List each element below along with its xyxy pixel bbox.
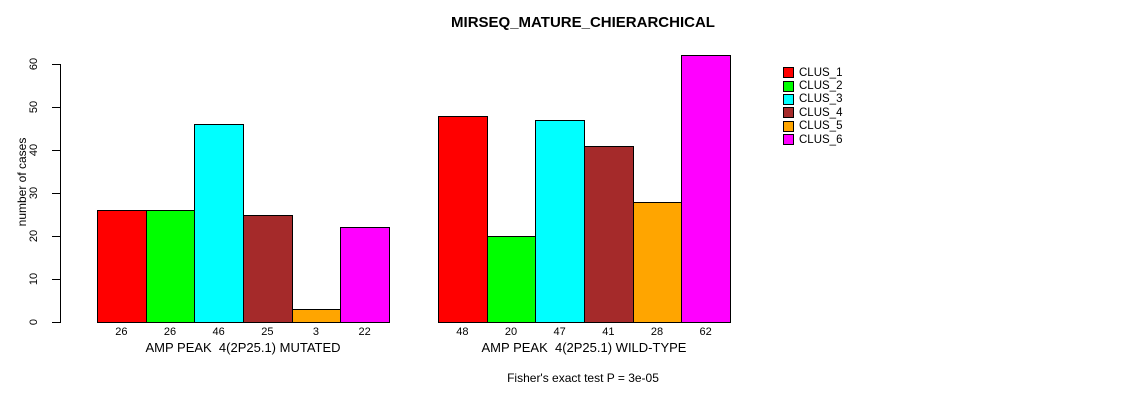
y-tick-mark xyxy=(52,236,60,237)
bar-value-label: 20 xyxy=(504,326,518,338)
bar-value-label: 22 xyxy=(358,326,371,338)
legend-swatch-icon xyxy=(783,93,794,105)
bar-value-label: 48 xyxy=(456,326,469,338)
bar-clus_6-group2 xyxy=(681,55,731,323)
legend-item-clus_6: CLUS_6 xyxy=(783,133,842,146)
x-group-label-mutated: AMP PEAK 4(2P25.1) MUTATED xyxy=(145,340,341,355)
legend: CLUS_1 CLUS_2 CLUS_3 CLUS_4 CLUS_5 CLUS_6 xyxy=(783,66,842,146)
fisher-test-annotation: Fisher's exact test P = 3e-05 xyxy=(507,371,659,385)
legend-swatch-icon xyxy=(783,107,794,119)
legend-label: CLUS_1 xyxy=(799,66,843,79)
bar-value-label: 46 xyxy=(212,326,225,338)
x-group-label-wildtype: AMP PEAK 4(2P25.1) WILD-TYPE xyxy=(481,340,687,355)
bar-value-label: 47 xyxy=(553,326,566,338)
bar-clus_1-group2 xyxy=(438,115,488,323)
bar-clus_5-group2 xyxy=(632,201,683,323)
y-tick-label: 20 xyxy=(28,229,40,243)
bar-clus_4-group2 xyxy=(584,145,634,323)
y-tick-mark xyxy=(52,150,60,151)
y-tick-label: 60 xyxy=(28,57,40,71)
chart-title: MIRSEQ_MATURE_CHIERARCHICAL xyxy=(451,14,715,31)
legend-swatch-icon xyxy=(783,120,794,132)
legend-label: CLUS_6 xyxy=(799,133,843,146)
bar-value-label: 26 xyxy=(115,326,128,338)
bar-clus_3-group2 xyxy=(535,119,585,323)
y-tick-mark xyxy=(52,279,60,280)
legend-item-clus_3: CLUS_3 xyxy=(783,93,842,106)
legend-label: CLUS_3 xyxy=(799,93,843,106)
legend-swatch-icon xyxy=(783,134,794,146)
legend-item-clus_5: CLUS_5 xyxy=(783,120,842,133)
legend-swatch-icon xyxy=(783,67,794,79)
y-tick-mark xyxy=(52,193,60,194)
bar-value-label: 3 xyxy=(312,326,320,338)
bar-clus_1-group1 xyxy=(97,210,147,323)
bar-value-label: 25 xyxy=(261,326,274,338)
bar-clus_6-group1 xyxy=(340,227,390,323)
y-tick-mark xyxy=(52,107,60,108)
legend-swatch-icon xyxy=(783,80,794,92)
bar-value-label: 41 xyxy=(602,326,615,338)
bar-clus_2-group1 xyxy=(145,210,196,323)
y-tick-label: 50 xyxy=(28,100,40,114)
legend-label: CLUS_4 xyxy=(799,106,843,119)
legend-label: CLUS_2 xyxy=(799,80,843,93)
legend-item-clus_1: CLUS_1 xyxy=(783,66,842,79)
bar-value-label: 62 xyxy=(699,326,712,338)
y-axis-label: number of cases xyxy=(15,137,29,227)
legend-label: CLUS_5 xyxy=(799,120,843,133)
bar-clus_4-group1 xyxy=(243,214,293,323)
y-tick-label: 40 xyxy=(28,143,40,157)
bar-clus_2-group2 xyxy=(486,236,537,323)
legend-item-clus_4: CLUS_4 xyxy=(783,106,842,119)
bar-value-label: 26 xyxy=(163,326,177,338)
y-tick-label: 10 xyxy=(28,272,40,286)
y-axis-line xyxy=(60,64,61,323)
y-tick-mark xyxy=(52,322,60,323)
bar-clus_5-group1 xyxy=(291,309,342,323)
legend-item-clus_2: CLUS_2 xyxy=(783,79,842,92)
bar-clus_3-group1 xyxy=(194,124,244,323)
bar-value-label: 28 xyxy=(650,326,664,338)
y-tick-label: 0 xyxy=(28,318,40,326)
y-tick-mark xyxy=(52,64,60,65)
y-tick-label: 30 xyxy=(28,186,40,200)
